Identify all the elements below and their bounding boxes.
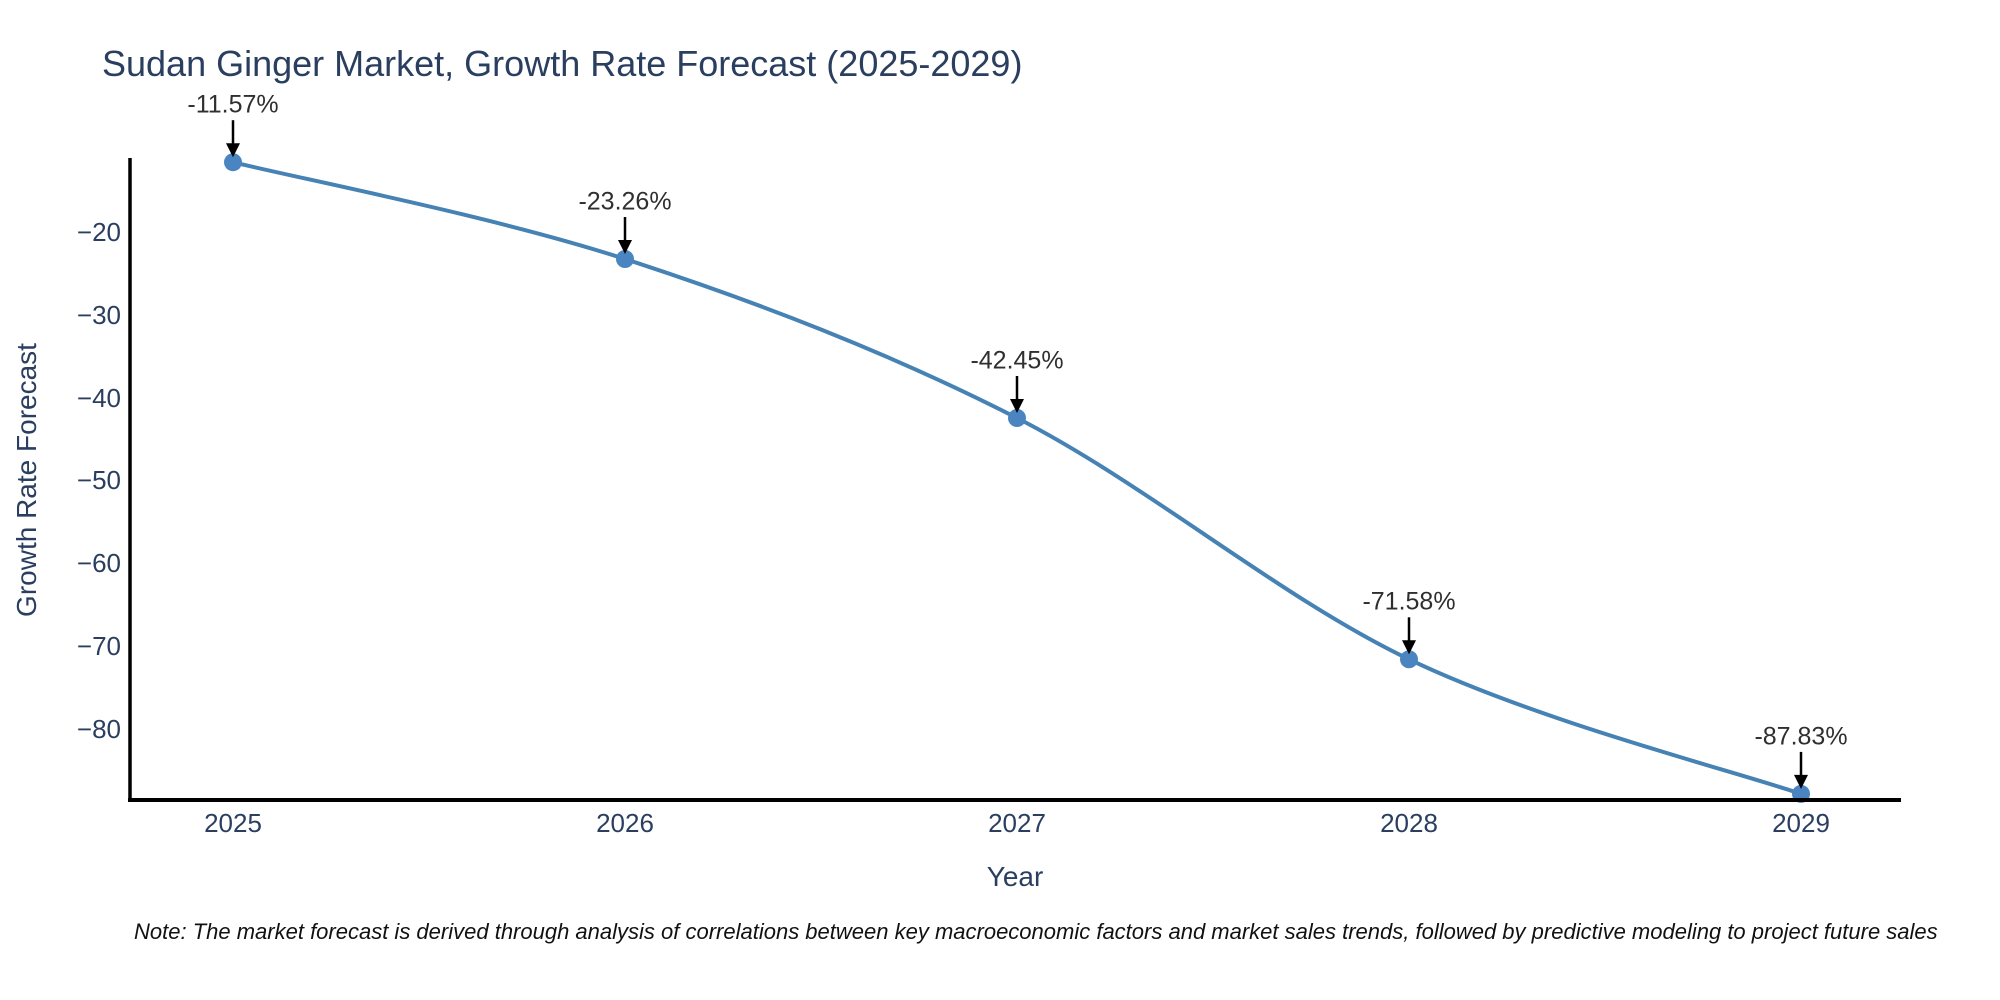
y-tick-label: −20 (76, 217, 121, 247)
annotation-arrow (1402, 617, 1416, 655)
x-tick-label: 2026 (596, 808, 654, 838)
data-point-marker (224, 153, 242, 172)
data-point-marker (616, 250, 634, 268)
x-tick-label: 2025 (204, 808, 262, 838)
data-point-annotation: -11.57% (187, 90, 279, 119)
annotation-arrow (1010, 376, 1024, 413)
y-tick-label: −80 (76, 714, 121, 744)
data-point-marker (1400, 650, 1418, 669)
y-tick-label: −40 (76, 383, 121, 413)
data-point-annotation: -42.45% (970, 346, 1064, 375)
x-tick-label: 2029 (1772, 808, 1830, 838)
x-tick-label: 2028 (1380, 808, 1438, 838)
y-tick-label: −30 (76, 300, 121, 330)
y-tick-label: −70 (76, 631, 121, 661)
y-tick-label: −50 (76, 465, 121, 495)
x-axis-title: Year (986, 861, 1044, 892)
data-point-marker (1008, 409, 1026, 427)
data-point-annotation: -87.83% (1754, 722, 1848, 751)
x-tick-label: 2027 (988, 808, 1046, 838)
annotation-arrow (226, 120, 240, 158)
forecast-line (231, 160, 1803, 796)
data-point-annotation: -71.58% (1362, 587, 1456, 616)
data-point-annotation: -23.26% (578, 187, 672, 216)
annotation-arrow (1794, 751, 1808, 789)
y-tick-label: −60 (76, 548, 121, 578)
chart-title: Sudan Ginger Market, Growth Rate Forecas… (102, 43, 1023, 84)
footnote: Note: The market forecast is derived thr… (134, 919, 1938, 944)
annotation-arrow (618, 217, 632, 254)
